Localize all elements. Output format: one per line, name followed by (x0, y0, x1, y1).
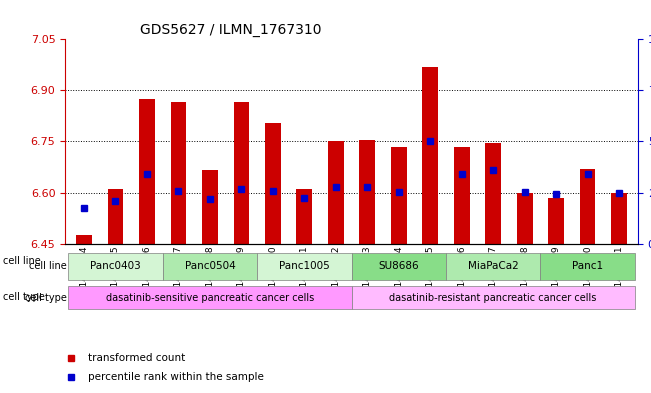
Bar (422, 66, 438, 244)
Bar (296, 189, 312, 244)
Text: cell line: cell line (29, 261, 66, 271)
Bar (328, 141, 344, 244)
Text: GDS5627 / ILMN_1767310: GDS5627 / ILMN_1767310 (139, 23, 321, 37)
Text: percentile rank within the sample: percentile rank within the sample (88, 372, 264, 382)
Bar (517, 193, 533, 244)
FancyBboxPatch shape (68, 253, 163, 279)
Text: Panc1005: Panc1005 (279, 261, 329, 271)
Bar (611, 193, 627, 244)
Bar (76, 235, 92, 244)
Text: dasatinib-resistant pancreatic cancer cells: dasatinib-resistant pancreatic cancer ce… (389, 293, 597, 303)
Text: cell line: cell line (3, 256, 41, 266)
Text: Panc1: Panc1 (572, 261, 603, 271)
Text: Panc0403: Panc0403 (90, 261, 141, 271)
Bar (202, 171, 218, 244)
Bar (548, 198, 564, 244)
Text: MiaPaCa2: MiaPaCa2 (468, 261, 519, 271)
FancyBboxPatch shape (352, 286, 635, 309)
Bar (265, 123, 281, 244)
Bar (234, 102, 249, 244)
FancyBboxPatch shape (540, 253, 635, 279)
Bar (359, 140, 375, 244)
Bar (580, 169, 596, 244)
Bar (107, 189, 123, 244)
Text: transformed count: transformed count (88, 353, 186, 364)
FancyBboxPatch shape (163, 253, 257, 279)
Text: cell type: cell type (3, 292, 45, 302)
Text: Panc0504: Panc0504 (184, 261, 235, 271)
FancyBboxPatch shape (352, 253, 446, 279)
Bar (139, 99, 155, 244)
FancyBboxPatch shape (68, 286, 352, 309)
Bar (485, 143, 501, 244)
Bar (171, 102, 186, 244)
Bar (454, 147, 469, 244)
FancyBboxPatch shape (257, 253, 352, 279)
Text: SU8686: SU8686 (378, 261, 419, 271)
FancyBboxPatch shape (446, 253, 540, 279)
Bar (391, 147, 407, 244)
Text: dasatinib-sensitive pancreatic cancer cells: dasatinib-sensitive pancreatic cancer ce… (105, 293, 314, 303)
Text: cell type: cell type (25, 293, 66, 303)
